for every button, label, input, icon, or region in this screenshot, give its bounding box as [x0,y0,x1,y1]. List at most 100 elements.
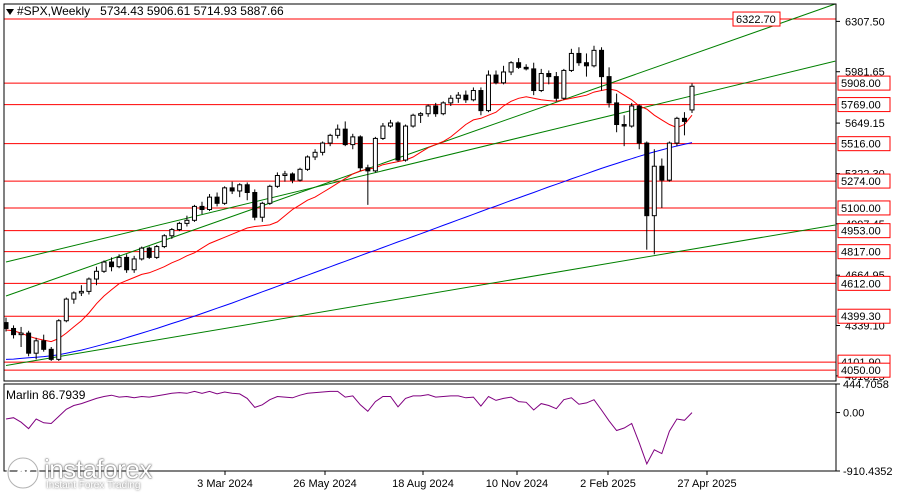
level-label: 4050.00 [841,365,881,377]
candle-body [387,122,393,127]
candle-6 [48,347,54,361]
candle-body [267,185,273,204]
candle-17 [131,255,137,273]
candle-body [282,173,288,177]
osc-tick-label: 444.7058 [843,379,889,391]
candle-body [274,175,280,187]
candle-body [621,124,627,127]
chart-header: #SPX,Weekly 5734.43 5906.61 5714.93 5887… [6,4,284,18]
candle-18 [139,246,145,261]
candle-body [297,168,303,181]
level-label-box [837,97,891,113]
x-tick-label: 10 Nov 2024 [486,478,548,490]
candle-body [372,137,378,172]
candle-79 [599,47,605,91]
candle-8 [63,297,69,323]
candle-42 [320,141,326,156]
candle-40 [305,155,311,171]
candle-body [101,261,107,272]
candle-body [244,184,250,194]
dropdown-triangle-icon[interactable] [6,8,14,15]
candle-body [252,192,258,218]
candle-4 [33,337,39,360]
candle-68 [516,58,522,69]
candle-body [629,105,635,127]
candle-body [124,256,130,271]
candle-61 [463,90,469,103]
candle-body [418,113,424,116]
candle-80 [606,67,612,108]
candle-body [259,202,265,218]
candle-69 [523,64,529,71]
candle-9 [71,291,77,304]
candle-30 [229,181,235,195]
candle-body [606,76,612,104]
candle-body [41,340,47,350]
channel-line-1 [5,60,836,263]
indicator-label: Marlin 86.7939 [6,388,86,402]
ohlc-values: 5734.43 5906.61 5714.93 5887.66 [100,4,284,18]
candle-body [139,247,145,260]
time-axis: 3 Mar 2024 26 May 2024 18 Aug 2024 10 Nov 2… [197,471,737,490]
moving-averages [5,88,693,360]
candle-body [531,68,537,92]
candle-59 [448,95,454,106]
trend-channel [5,3,836,367]
chart-frame [3,3,837,472]
candle-12 [93,266,99,286]
candle-26 [199,201,205,215]
x-tick-label: 26 May 2024 [293,478,357,490]
candle-body [146,247,152,258]
candle-body [289,173,295,181]
candle-41 [312,149,318,161]
candle-body [410,114,416,127]
channel-line-2 [5,224,836,367]
candle-body [184,219,190,224]
y-tick-label: 5649.15 [845,118,885,130]
level-label: 4817.00 [841,247,881,259]
candle-body [78,290,84,294]
candle-27 [207,194,213,212]
candle-body [681,117,687,122]
candle-body [651,165,657,217]
candle-73 [553,71,559,102]
horizontal-levels [4,18,836,371]
candle-body [546,73,552,78]
candle-37 [282,170,288,182]
candle-34 [259,201,265,222]
candle-body [493,74,499,84]
x-tick-label: 3 Mar 2024 [197,478,253,490]
candle-16 [124,254,130,273]
candle-76 [576,47,582,66]
candle-53 [403,124,409,162]
candle-82 [621,115,627,147]
candle-20 [154,245,160,259]
candle-body [357,136,363,169]
candle-body [327,134,333,144]
candle-body [26,332,32,354]
candle-body [229,187,235,192]
candle-81 [614,93,620,133]
candle-58 [440,101,446,116]
oscillator-pane-border [3,383,837,472]
candle-body [501,71,507,84]
level-label-box [837,244,891,260]
watermark-logo: instaforex Instant Forex Trading [4,452,180,494]
candle-body [523,66,529,70]
candle-body [71,292,77,300]
candle-63 [478,87,484,116]
level-label: 5516.00 [841,139,881,151]
candle-57 [433,102,439,117]
candle-body [176,222,182,231]
candle-15 [116,254,122,269]
candle-55 [418,112,424,123]
osc-tick-label: -910.4352 [843,466,893,478]
candles [3,45,695,361]
candle-body [470,90,476,101]
candle-65 [493,70,499,85]
symbol-label: #SPX,Weekly [17,4,91,18]
candle-39 [297,167,303,182]
candle-11 [86,277,92,295]
